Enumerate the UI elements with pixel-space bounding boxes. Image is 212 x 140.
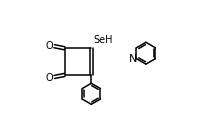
Text: SeH: SeH [94,35,113,45]
Text: O: O [45,73,53,83]
Text: N: N [129,54,137,64]
Text: O: O [45,40,53,51]
